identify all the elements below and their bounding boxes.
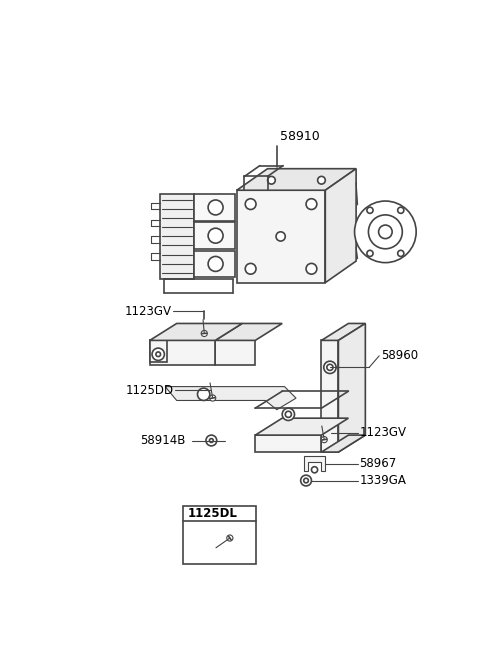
- Circle shape: [327, 364, 333, 371]
- Polygon shape: [215, 324, 282, 341]
- Text: 1125DD: 1125DD: [125, 384, 174, 397]
- Circle shape: [245, 198, 256, 210]
- Circle shape: [321, 436, 327, 443]
- Circle shape: [312, 466, 318, 473]
- Text: 1125DL: 1125DL: [188, 507, 237, 520]
- Polygon shape: [322, 324, 365, 341]
- Circle shape: [208, 257, 223, 271]
- Circle shape: [210, 395, 216, 401]
- Polygon shape: [304, 456, 325, 472]
- Polygon shape: [325, 169, 356, 283]
- Text: 58910: 58910: [280, 130, 320, 143]
- Bar: [194, 251, 235, 277]
- Polygon shape: [237, 169, 356, 190]
- Text: 1123GV: 1123GV: [124, 305, 171, 318]
- Circle shape: [398, 250, 404, 257]
- Circle shape: [206, 435, 217, 446]
- Polygon shape: [237, 190, 325, 283]
- Circle shape: [227, 535, 233, 541]
- Polygon shape: [160, 194, 194, 279]
- Bar: [194, 194, 235, 221]
- Polygon shape: [338, 324, 365, 452]
- Circle shape: [398, 207, 404, 214]
- Circle shape: [208, 228, 223, 243]
- Polygon shape: [150, 341, 215, 365]
- Polygon shape: [255, 418, 348, 435]
- Text: 1123GV: 1123GV: [359, 426, 406, 440]
- Circle shape: [367, 250, 373, 257]
- Text: 1339GA: 1339GA: [359, 474, 406, 487]
- Circle shape: [306, 198, 317, 210]
- Circle shape: [201, 330, 207, 337]
- Circle shape: [267, 176, 275, 184]
- Polygon shape: [255, 435, 322, 452]
- Circle shape: [318, 176, 325, 184]
- Circle shape: [369, 215, 402, 249]
- Circle shape: [197, 388, 210, 400]
- Circle shape: [300, 475, 312, 486]
- Polygon shape: [215, 341, 255, 365]
- Bar: [194, 222, 235, 249]
- Circle shape: [324, 361, 336, 373]
- Circle shape: [276, 232, 285, 241]
- Bar: [183, 506, 256, 564]
- Circle shape: [152, 348, 164, 360]
- Circle shape: [209, 439, 213, 442]
- Circle shape: [282, 408, 295, 421]
- Circle shape: [208, 200, 223, 215]
- Polygon shape: [165, 386, 296, 409]
- Circle shape: [379, 225, 392, 238]
- Polygon shape: [150, 324, 242, 341]
- Polygon shape: [322, 341, 338, 452]
- Circle shape: [285, 411, 291, 417]
- Text: 58967: 58967: [359, 457, 396, 470]
- Circle shape: [304, 478, 308, 483]
- Text: 58914B: 58914B: [140, 434, 185, 447]
- Circle shape: [306, 263, 317, 274]
- Circle shape: [355, 201, 416, 263]
- Polygon shape: [322, 435, 365, 452]
- Circle shape: [156, 352, 160, 356]
- Circle shape: [367, 207, 373, 214]
- Polygon shape: [150, 341, 167, 362]
- Circle shape: [245, 263, 256, 274]
- Text: 58960: 58960: [381, 349, 418, 362]
